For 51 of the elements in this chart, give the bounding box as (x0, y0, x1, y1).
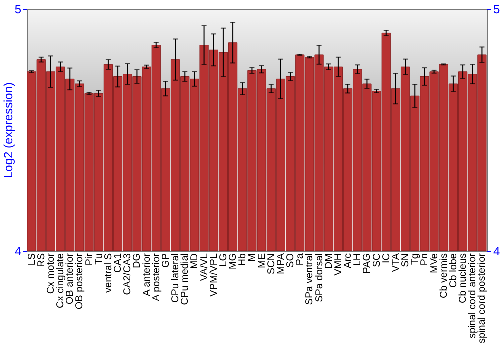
x-tick-label: MPA (276, 253, 287, 274)
x-tick-label: A posterior (151, 252, 162, 302)
x-tick-label: SCN (266, 254, 278, 275)
x-tick-label: VTA (390, 253, 402, 272)
x-tick-label: spinal cord posterior (477, 252, 488, 344)
x-tick-label: SO (286, 253, 297, 268)
x-tick-label: PAG (362, 253, 374, 274)
x-tick-label: MG (228, 253, 240, 270)
x-tick-label: CPu medial (180, 254, 192, 306)
x-tick-label: VMH (333, 254, 344, 276)
x-tick-label: Cx motor (46, 252, 57, 294)
x-tick-label: LH (352, 254, 364, 266)
x-tick-label: RS (36, 253, 48, 268)
x-tick-label: SPa ventral (304, 254, 316, 306)
x-tick-label: Cb nucleus (458, 254, 470, 304)
x-tick-label: Tg (410, 254, 422, 266)
x-tick-label: SC (372, 254, 383, 268)
y-axis-title: Log2 (expression) (2, 82, 16, 179)
x-tick-label: IC (381, 254, 392, 264)
y2-tick-label: 4 (494, 244, 500, 258)
x-tick-label: OB anterior (65, 252, 76, 305)
x-tick-label: Tu (94, 254, 105, 265)
x-tick-label: CA1 (113, 253, 124, 273)
x-tick-label: DM (324, 254, 335, 270)
x-tick-label: MD (190, 254, 201, 270)
x-tick-label: Cb vermis (438, 254, 450, 299)
x-tick-label: Cx cingulate (56, 253, 67, 309)
x-tick-label: GP (160, 253, 172, 268)
x-tick-label: Pir (84, 252, 96, 266)
x-tick-label: Hb (238, 253, 249, 266)
x-tick-label: ventral S (103, 253, 114, 293)
x-tick-label: Cb lobe (448, 253, 460, 288)
x-tick-label: Arc (343, 254, 354, 268)
x-tick-label: OB posterior (74, 252, 86, 310)
x-tick-label: MVe (429, 253, 440, 274)
x-tick-label: Pa (295, 253, 306, 266)
x-tick-label: SN (400, 254, 412, 268)
x-tick-label: ME (256, 253, 268, 268)
x-tick-label: LG (218, 253, 230, 267)
x-tick-label: LS (26, 253, 38, 266)
x-tick-label: VPM/VPL (208, 253, 220, 297)
x-tick-label: spinal cord anterior (468, 252, 479, 339)
x-tick-label: VA/VL (199, 253, 210, 282)
x-tick-label: A anterior (142, 252, 153, 296)
x-tick-label: CPu lateral (170, 254, 182, 303)
x-tick-label: Pn (420, 254, 431, 266)
x-tick-label: CA2/CA3 (122, 253, 134, 296)
y2-tick-label: 5 (494, 2, 500, 16)
x-tick-label: M (247, 254, 258, 262)
x-tick-label: DG (132, 253, 144, 268)
x-tick-label: SPa dorsal (314, 254, 326, 302)
